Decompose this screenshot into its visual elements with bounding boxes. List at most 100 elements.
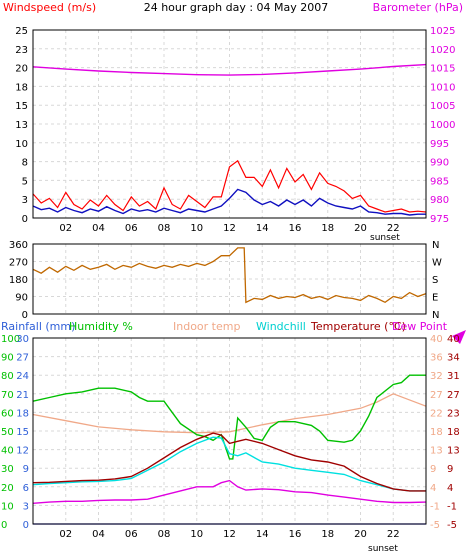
windchill-line <box>32 436 426 492</box>
barometer-tick-label: 1010 <box>430 82 455 93</box>
direction-tick-label: 360 <box>9 240 28 251</box>
windspeed-tick-label: 20 <box>15 64 28 75</box>
humidity-tick-label: 70 <box>1 390 14 401</box>
dew-point-line <box>32 479 427 504</box>
direction-tick-label: 90 <box>15 293 28 304</box>
compass-tick-label: E <box>432 293 438 304</box>
windspeed-line <box>32 188 426 216</box>
temp-tick-label-left: 32 <box>430 371 443 382</box>
x-tick-label: 04 <box>92 223 105 234</box>
temp-tick-label-right: 4 <box>447 483 453 494</box>
direction-tick-label: 0 <box>22 310 28 321</box>
rainfall-tick-label: 9 <box>23 464 29 475</box>
temp-tick-label-right: -1 <box>447 501 457 512</box>
legend-rainfall: Rainfall (mm) <box>1 320 75 333</box>
grid-layer <box>33 30 426 524</box>
x-tick-label-bottom: 22 <box>387 529 400 540</box>
temp-tick-label-left: 36 <box>430 353 443 364</box>
chart-title: 24 hour graph day : 04 May 2007 <box>144 1 329 14</box>
frame-layer <box>32 29 466 525</box>
rainfall-tick-label: 18 <box>16 408 29 419</box>
barometer-tick-label: 985 <box>430 176 449 187</box>
windspeed-tick-label: 3 <box>22 195 28 206</box>
windspeed-tick-label: 0 <box>22 214 28 225</box>
x-tick-label-bottom: 04 <box>92 529 105 540</box>
x-tick-label: 12 <box>223 223 236 234</box>
x-tick-label-bottom: 16 <box>289 529 302 540</box>
rainfall-tick-label: 6 <box>23 483 29 494</box>
humidity-tick-label: 100 <box>1 334 20 345</box>
barometer-tick-label: 1000 <box>430 120 455 131</box>
windspeed-tick-label: 15 <box>15 101 28 112</box>
compass-tick-label: W <box>432 258 442 269</box>
barometer-tick-label: 995 <box>430 139 449 150</box>
legend-humidity: Humidity % <box>69 320 133 333</box>
barometer-tick-label: 1015 <box>430 64 455 75</box>
rainfall-tick-label: 24 <box>16 371 29 382</box>
humidity-tick-label: 20 <box>1 483 14 494</box>
humidity-tick-label: 0 <box>1 520 7 531</box>
humidity-tick-label: 80 <box>1 371 14 382</box>
barometer-tick-label: 980 <box>430 195 449 206</box>
compass-tick-label: N <box>432 240 439 251</box>
windspeed-tick-label: 25 <box>15 26 28 37</box>
temp-tick-label-right: 18 <box>447 427 460 438</box>
humidity-tick-label: 10 <box>1 501 14 512</box>
humidity-line <box>32 374 426 460</box>
temp-tick-label-right: 34 <box>447 353 460 364</box>
rainfall-tick-label: 12 <box>16 446 29 457</box>
temperature-line <box>32 432 426 492</box>
temp-tick-label-left: 27 <box>430 390 443 401</box>
x-tick-label: 18 <box>321 223 334 234</box>
legend-temperature: Temperature (°C) <box>310 320 406 333</box>
rainfall-tick-label: 27 <box>16 353 29 364</box>
temp-tick-label-left: 13 <box>430 446 443 457</box>
barometer-tick-label: 1020 <box>430 45 455 56</box>
temp-tick-label-right: 23 <box>447 408 460 419</box>
windspeed-tick-label: 5 <box>22 176 28 187</box>
windspeed-tick-label: 10 <box>15 139 28 150</box>
x-tick-label: 14 <box>256 223 269 234</box>
wind-panel-frame <box>32 29 427 219</box>
legend-indoor-temp: Indoor temp <box>173 320 240 333</box>
windspeed-tick-label: 23 <box>15 45 28 56</box>
rainfall-tick-label: 15 <box>16 427 29 438</box>
rainfall-tick-label: 21 <box>16 390 29 401</box>
temp-tick-label-left: 40 <box>430 334 443 345</box>
temp-tick-label-right: 31 <box>447 371 460 382</box>
x-tick-label-bottom: 02 <box>59 529 72 540</box>
windspeed-tick-label: 13 <box>15 120 28 131</box>
x-tick-label-bottom: 12 <box>223 529 236 540</box>
rainfall-tick-label: 3 <box>23 501 29 512</box>
x-tick-label-bottom: 20 <box>354 529 367 540</box>
sunset-label-top: sunset <box>370 233 400 243</box>
temp-tick-label-left: 22 <box>430 408 443 419</box>
humidity-tick-label: 40 <box>1 446 14 457</box>
compass-tick-label: N <box>432 310 439 321</box>
temp-tick-label-left: 18 <box>430 427 443 438</box>
legend-dew-point: Dew Point <box>392 320 448 333</box>
temp-tick-label-left: -1 <box>430 501 440 512</box>
windspeed-tick-label: 18 <box>15 82 28 93</box>
barometer-tick-label: 990 <box>430 158 449 169</box>
temp-tick-label-right: 13 <box>447 446 460 457</box>
x-tick-label-bottom: 18 <box>321 529 334 540</box>
temp-panel-frame <box>32 337 427 525</box>
barometer-line <box>32 63 427 76</box>
x-tick-label: 20 <box>354 223 367 234</box>
humidity-tick-label: 90 <box>1 353 14 364</box>
x-tick-label: 16 <box>289 223 302 234</box>
humidity-tick-label: 60 <box>1 408 14 419</box>
x-tick-label: 02 <box>59 223 72 234</box>
x-tick-label-bottom: 06 <box>125 529 138 540</box>
windspeed-tick-label: 8 <box>22 158 28 169</box>
barometer-axis-title: Barometer (hPa) <box>373 1 463 14</box>
temp-tick-label-left: 9 <box>430 464 436 475</box>
direction-panel-plot-area <box>33 244 426 314</box>
temp-tick-label-right: 27 <box>447 390 460 401</box>
humidity-tick-label: 30 <box>1 464 14 475</box>
temp-tick-label-right: 9 <box>447 464 453 475</box>
temp-tick-label-right: 40 <box>447 334 460 345</box>
windspeed-axis-title: Windspeed (m/s) <box>3 1 96 14</box>
